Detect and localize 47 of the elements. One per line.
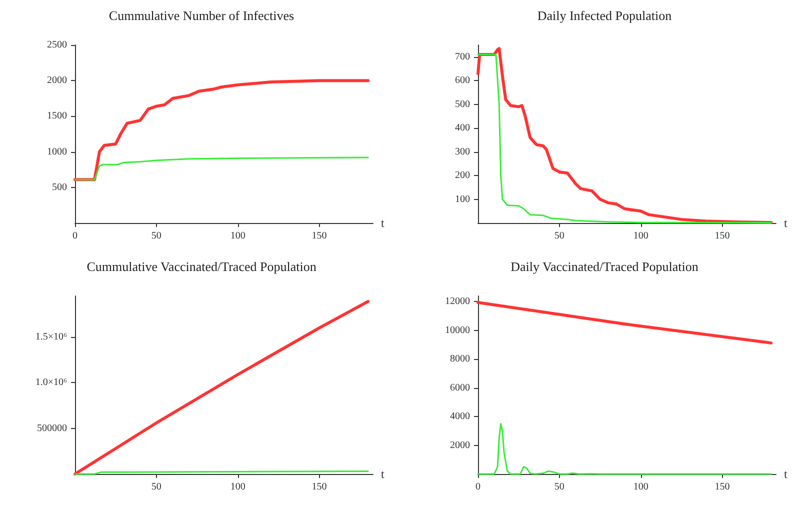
y-tick-label: 400	[455, 122, 470, 134]
y-tick-label: 300	[455, 146, 470, 158]
y-tick-label: 500000	[37, 422, 67, 434]
x-axis-title: t	[381, 216, 385, 230]
x-tick-label: 100	[633, 230, 648, 242]
y-tick-label: 700	[455, 51, 470, 62]
x-tick-label: 100	[230, 482, 246, 492]
y-tick-label: 500	[52, 182, 67, 193]
y-tick-label: 1.5×10⁶	[35, 332, 68, 343]
y-tick-label: 12000	[445, 296, 470, 308]
y-tick-label: 6000	[450, 382, 470, 394]
y-tick-label: 2000	[450, 440, 470, 451]
x-tick-label: 50	[151, 230, 162, 242]
x-tick-label: 150	[714, 482, 730, 492]
x-tick-label: 50	[151, 482, 162, 492]
y-tick-label: 600	[455, 75, 470, 86]
x-tick-label: 0	[476, 482, 480, 492]
x-axis-title: t	[784, 467, 788, 481]
y-tick-label: 4000	[450, 411, 470, 422]
line-series	[74, 156, 369, 180]
y-tick-label: 200	[455, 170, 470, 182]
x-tick-label: 100	[633, 482, 648, 492]
y-tick-label: 1500	[47, 110, 67, 122]
y-tick-label: 2000	[47, 75, 67, 86]
line-series	[477, 423, 772, 475]
chart-title: Cummulative Number of Infectives	[108, 8, 294, 23]
x-tick-label: 50	[554, 482, 564, 492]
x-axis-title: t	[381, 467, 385, 481]
y-tick-label: 1.0×10⁶	[35, 377, 68, 388]
chart-title: Cummulative Vaccinated/Traced Population	[86, 259, 317, 274]
y-tick-label: 100	[455, 194, 470, 205]
x-tick-label: 50	[554, 230, 564, 242]
line-series	[74, 300, 370, 476]
y-tick-label: 2500	[47, 40, 67, 50]
x-tick-label: 150	[312, 482, 327, 492]
y-tick-label: 1000	[47, 146, 67, 158]
x-tick-label: 0	[72, 230, 78, 242]
line-series	[74, 79, 370, 182]
y-tick-label: 8000	[450, 354, 470, 365]
x-tick-label: 150	[312, 230, 327, 242]
x-tick-label: 150	[714, 230, 730, 242]
x-tick-label: 100	[230, 230, 246, 242]
y-tick-label: 500	[455, 98, 470, 110]
chart-title: Daily Infected Population	[537, 8, 672, 23]
x-axis-title: t	[784, 216, 788, 230]
y-tick-label: 10000	[445, 324, 470, 336]
chart-title: Daily Vaccinated/Traced Population	[510, 259, 699, 274]
